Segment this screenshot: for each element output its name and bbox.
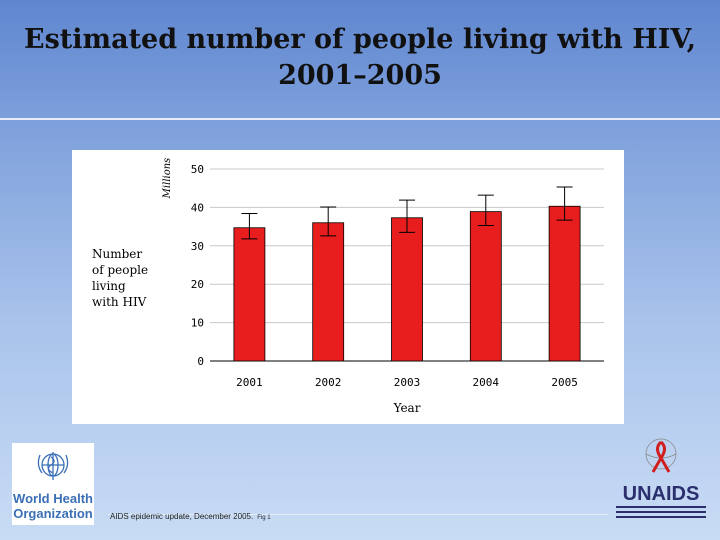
bar-2002 <box>312 222 345 362</box>
bars <box>233 186 581 362</box>
slide-title: Estimated number of people living with H… <box>0 22 720 94</box>
svg-text:UNAIDS: UNAIDS <box>623 483 700 505</box>
y-axis-label-line: with HIV <box>92 295 147 309</box>
x-tick-label-2005: 2005 <box>551 376 578 389</box>
red-ribbon-icon: UNAIDS <box>616 438 706 518</box>
x-tick-label-2003: 2003 <box>394 376 421 389</box>
slide-title-line1: Estimated number of people living with H… <box>24 24 696 55</box>
y-tick-label-50: 50 <box>191 163 204 176</box>
y-tick-label-40: 40 <box>191 201 204 214</box>
x-axis-label: Year <box>393 401 421 415</box>
bar-2003 <box>391 217 423 362</box>
y-tick-label-0: 0 <box>197 355 204 368</box>
svg-text:Organization: Organization <box>13 506 93 521</box>
who-logo: World Health Organization <box>12 443 94 525</box>
footer-divider <box>108 514 608 515</box>
y-tick-label-10: 10 <box>191 317 204 330</box>
y-axis-label-line: of people <box>92 263 148 277</box>
y-axis-label-line: living <box>92 279 126 293</box>
bar-chart: 0 10 20 30 40 50 2001 2002 2003 2004 2005 Millions… <box>92 158 604 415</box>
x-tick-label-2004: 2004 <box>473 376 500 389</box>
source-note: AIDS epidemic update, December 2005. Fig … <box>110 512 271 521</box>
tick-labels: 0 10 20 30 40 50 2001 2002 2003 2004 2005 <box>191 163 578 389</box>
unaids-logo: UNAIDS <box>612 432 710 532</box>
y-tick-label-30: 30 <box>191 240 204 253</box>
y-axis-label: Number of people living with HIV <box>92 247 148 309</box>
bar-2005 <box>548 205 581 362</box>
chart-panel: 0 10 20 30 40 50 2001 2002 2003 2004 2005 Millions… <box>72 150 624 424</box>
source-text: AIDS epidemic update, December 2005. <box>110 512 254 521</box>
y-tick-label-20: 20 <box>191 278 204 291</box>
x-tick-label-2002: 2002 <box>315 376 342 389</box>
bar-2004 <box>469 211 502 362</box>
title-divider <box>0 118 720 120</box>
slide-title-line2: 2001–2005 <box>278 60 442 91</box>
bar-2001 <box>233 227 266 362</box>
figure-number: Fig 1 <box>257 515 271 521</box>
x-tick-label-2001: 2001 <box>236 376 263 389</box>
units-label: Millions <box>162 158 173 200</box>
y-axis-label-line: Number <box>92 247 142 261</box>
who-emblem-icon: World Health Organization <box>13 452 93 521</box>
svg-text:World Health: World Health <box>13 491 93 506</box>
